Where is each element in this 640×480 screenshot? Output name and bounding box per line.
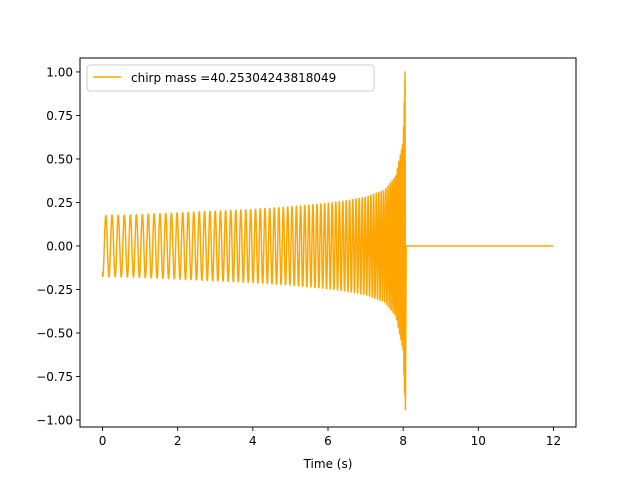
- legend-box: [86, 64, 375, 92]
- y-tick-label: 0.25: [46, 196, 73, 210]
- ticks: 0 2 4 6 8 10 12 −1.00 −0.75 −0.50 −0.25 0.00 0.25 0.5…: [36, 65, 561, 448]
- x-tick-label: 6: [324, 434, 332, 448]
- y-tick-label: 0.50: [46, 152, 73, 166]
- x-axis-label: Time (s): [303, 457, 353, 471]
- x-tick-label: 8: [399, 434, 407, 448]
- plot-area: [101, 71, 554, 411]
- x-tick-label: 0: [99, 434, 107, 448]
- legend: chirp mass =40.25304243818049: [86, 64, 375, 92]
- y-tick-label: −0.50: [36, 327, 73, 341]
- y-tick-label: −0.75: [36, 370, 73, 384]
- y-tick-label: 0.75: [46, 109, 73, 123]
- series-line-chirp: [101, 71, 554, 411]
- x-tick-label: 4: [249, 434, 257, 448]
- x-tick-label: 2: [174, 434, 182, 448]
- y-tick-label: −0.25: [36, 283, 73, 297]
- y-tick-label: 1.00: [46, 65, 73, 79]
- y-tick-label: −1.00: [36, 414, 73, 428]
- x-tick-label: 10: [471, 434, 486, 448]
- y-tick-label: 0.00: [46, 239, 73, 253]
- x-tick-label: 12: [546, 434, 561, 448]
- legend-label: chirp mass =40.25304243818049: [131, 71, 336, 85]
